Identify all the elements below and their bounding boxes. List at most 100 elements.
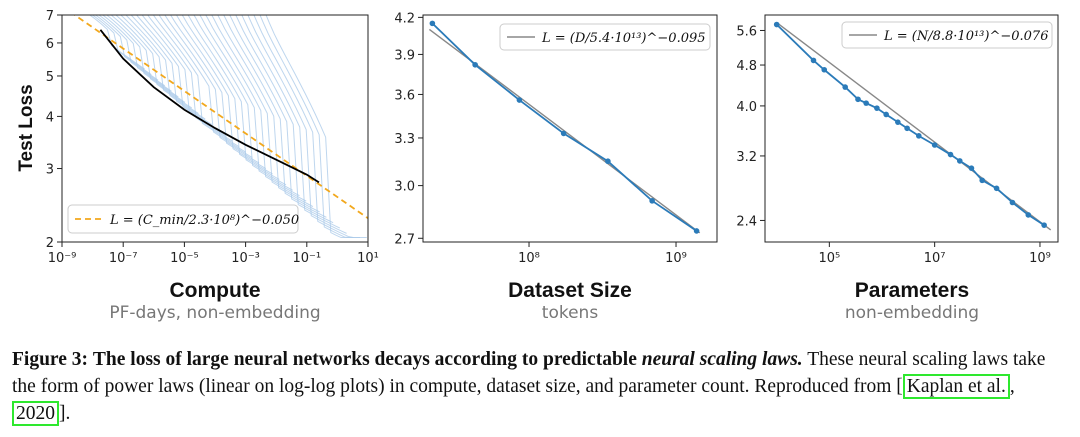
- learning-curve: [98, 15, 166, 87]
- learning-curve: [199, 15, 293, 191]
- data-point: [693, 228, 700, 234]
- learning-curve: [211, 15, 307, 202]
- dataset-legend-label: L = (D/5.4·10¹³)^−0.095: [541, 31, 706, 46]
- compute-fit-line: [73, 15, 368, 219]
- learning-curve: [187, 15, 280, 180]
- data-point: [1009, 199, 1016, 206]
- data-point: [993, 185, 1000, 192]
- y-tick-label: 3.6: [394, 88, 415, 103]
- parameters-x-sublabel: non-embedding: [845, 303, 979, 323]
- caption-label: Figure 3:: [12, 349, 89, 370]
- panel-dataset: 10⁸ 10⁹ 2.7 3.0 3.3 3.6 3.9 4.2 L = (D/5.4·10¹…: [394, 11, 718, 323]
- data-point: [821, 66, 828, 73]
- learning-curve: [152, 15, 240, 148]
- x-tick-label: 10⁸: [518, 251, 540, 266]
- data-point: [1025, 212, 1032, 218]
- learning-curve: [115, 15, 193, 109]
- parameters-plot-frame: [764, 14, 1059, 243]
- y-tick-label: 2.4: [736, 214, 757, 229]
- learning-curve: [181, 15, 273, 175]
- learning-curve: [125, 15, 206, 120]
- learning-curve: [101, 15, 172, 92]
- data-point: [895, 119, 901, 125]
- learning-curve: [164, 15, 253, 158]
- data-point: [516, 97, 523, 103]
- learning-curve: [253, 15, 354, 239]
- compute-x-sublabel: PF-days, non-embedding: [109, 303, 320, 323]
- data-point: [947, 151, 954, 158]
- y-tick-label: 2.7: [394, 232, 415, 247]
- learning-curve: [265, 15, 367, 239]
- parameters-series-line: [776, 23, 1045, 226]
- y-tick-label: 3.3: [394, 132, 415, 147]
- caption-end: ].: [59, 403, 71, 424]
- learning-curve: [169, 15, 260, 164]
- data-point: [904, 125, 910, 132]
- learning-curve: [205, 15, 300, 197]
- caption-bold-title: The loss of large neural networks decays…: [92, 349, 637, 370]
- data-point: [649, 198, 655, 204]
- citation-author-link[interactable]: Kaplan et al.: [902, 374, 1010, 399]
- x-tick-label: 10¹: [357, 251, 379, 266]
- learning-curve: [229, 15, 327, 218]
- learning-curve: [235, 15, 334, 224]
- y-tick-label: 6: [46, 37, 54, 52]
- x-tick-label: 10⁹: [1029, 251, 1051, 266]
- learning-curve: [110, 15, 186, 103]
- dataset-plot-frame: [422, 14, 718, 243]
- parameters-points: [773, 21, 1047, 228]
- dataset-x-ticks: 10⁸ 10⁹: [518, 242, 687, 266]
- data-point: [874, 105, 880, 111]
- y-tick-label: 2: [46, 236, 54, 251]
- compute-legend: [67, 204, 299, 234]
- compute-y-label: Test Loss: [16, 84, 37, 171]
- compute-plot-frame: [61, 14, 369, 243]
- data-point: [916, 133, 922, 139]
- learning-curve: [217, 15, 314, 207]
- x-tick-label: 10⁻⁷: [109, 251, 138, 266]
- data-point: [472, 61, 478, 68]
- data-point: [773, 21, 780, 28]
- compute-y-ticks: 2 3 4 5 6 7: [46, 9, 62, 251]
- citation-year-link[interactable]: 2020: [12, 401, 59, 426]
- parameters-legend: [841, 21, 1053, 49]
- data-point: [429, 20, 436, 27]
- data-point: [863, 100, 869, 106]
- caption-text: These neural scaling laws take the form …: [12, 349, 1046, 397]
- y-tick-label: 7: [46, 9, 54, 24]
- data-point: [842, 84, 848, 90]
- y-tick-label: 3: [46, 163, 54, 178]
- x-tick-label: 10⁻¹: [292, 251, 321, 266]
- compute-learning-curves: [88, 15, 367, 239]
- data-point: [968, 165, 975, 171]
- figure-caption: Figure 3: The loss of large neural netwo…: [12, 346, 1072, 427]
- caption-bold-italic: neural scaling laws.: [641, 349, 803, 370]
- x-tick-label: 10⁷: [924, 251, 946, 266]
- compute-frontier-line: [99, 29, 320, 184]
- parameters-y-ticks: 2.4 3.2 4.0 4.8 5.6: [736, 24, 765, 229]
- panel-parameters: 10⁵ 10⁷ 10⁹ 2.4 3.2 4.0 4.8 5.6 L = (N/8.8·10¹…: [736, 14, 1059, 323]
- dataset-points: [429, 20, 700, 234]
- y-tick-label: 3.9: [394, 48, 415, 63]
- y-tick-label: 5: [46, 70, 54, 85]
- data-point: [855, 96, 861, 103]
- data-point: [956, 158, 963, 164]
- data-point: [1041, 222, 1047, 228]
- x-tick-label: 10⁹: [665, 251, 687, 266]
- y-tick-label: 3.2: [736, 150, 757, 165]
- learning-curve: [94, 15, 159, 81]
- learning-curve: [193, 15, 287, 186]
- y-tick-label: 4.8: [736, 59, 757, 74]
- x-tick-label: 10⁻³: [231, 251, 260, 266]
- learning-curve: [175, 15, 267, 169]
- x-tick-label: 10⁻⁵: [170, 251, 199, 266]
- parameters-legend-label: L = (N/8.8·10¹³)^−0.076: [883, 29, 1048, 44]
- dataset-x-sublabel: tokens: [542, 303, 599, 323]
- data-point: [605, 158, 611, 165]
- learning-curve: [247, 15, 347, 234]
- y-tick-label: 4.2: [394, 11, 415, 26]
- learning-curve: [223, 15, 320, 213]
- learning-curve: [120, 15, 199, 114]
- y-tick-label: 5.6: [736, 24, 757, 39]
- data-point: [810, 57, 817, 64]
